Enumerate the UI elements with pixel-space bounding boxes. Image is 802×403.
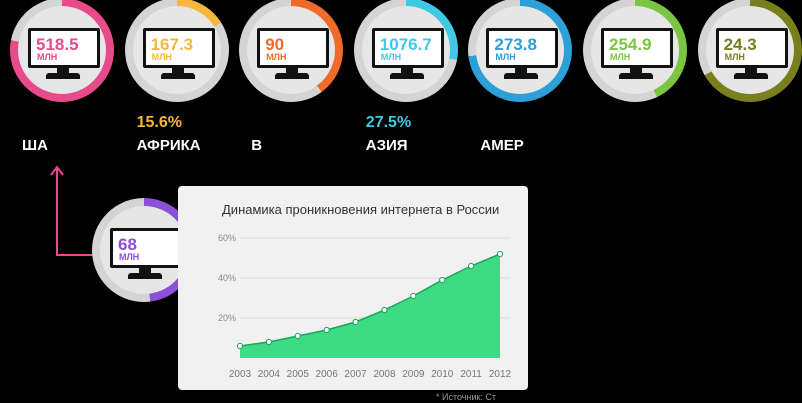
region-name: ША	[22, 137, 48, 154]
chart-title: Динамика проникновения интернета в Росси…	[222, 202, 500, 217]
region-value: 273.8	[494, 35, 537, 54]
russia-value: 68	[118, 235, 137, 254]
y-tick-label: 60%	[218, 233, 236, 243]
y-tick-label: 40%	[218, 273, 236, 283]
monitor-icon: 254.9 МЛН	[601, 28, 673, 80]
data-point	[410, 292, 417, 300]
data-point	[236, 342, 244, 350]
x-tick-label: 2006	[316, 369, 339, 380]
data-point	[323, 326, 330, 334]
x-tick-label: 2010	[431, 369, 454, 380]
area-chart: 20% 40% 60% 2003 2004 2005 2006 2007 2008 2009 201…	[218, 233, 512, 380]
monitor-icon: 167.3 МЛН	[142, 28, 215, 80]
monitor-icon: 273.8 МЛН	[486, 28, 559, 80]
area-series	[240, 254, 500, 358]
region-value: 24.3	[723, 35, 757, 54]
region-unit: МЛН	[495, 52, 516, 62]
connector-arrow	[50, 165, 98, 256]
data-point	[439, 276, 446, 284]
region-value: 90	[265, 35, 285, 54]
region-unit: МЛН	[37, 52, 58, 62]
data-point	[381, 306, 388, 314]
region-value: 254.9	[609, 35, 652, 54]
series-line	[239, 253, 501, 347]
region-name: АЗИЯ	[365, 137, 408, 154]
region-name: АФРИКА	[136, 137, 201, 154]
region-unit: МЛН	[266, 52, 287, 62]
x-tick-label: 2005	[287, 369, 310, 380]
monitor-icon: 24.3 МЛН	[715, 28, 788, 80]
x-tick-label: 2011	[460, 369, 482, 380]
x-tick-label: 2012	[489, 369, 512, 380]
region-unit: МЛН	[380, 52, 402, 62]
data-point	[294, 332, 301, 340]
region-unit: МЛН	[610, 52, 631, 62]
russia-unit: МЛН	[119, 252, 140, 262]
data-point	[352, 318, 359, 326]
y-tick-label: 20%	[218, 313, 236, 323]
x-tick-label: 2009	[402, 369, 425, 380]
regions-row: 518.5 МЛН ША 167.3 МЛН 15.6% АФРИКА 90 М…	[10, 0, 802, 160]
chart-panel: Динамика проникновения интернета в Росси…	[178, 186, 528, 390]
monitor-icon: 1076.7 МЛН	[371, 28, 444, 80]
monitor-icon: 518.5 МЛН	[28, 28, 100, 80]
x-tick-label: 2008	[373, 369, 396, 380]
region-unit: МЛН	[724, 52, 745, 62]
region-value: 167.3	[150, 35, 194, 54]
data-point	[265, 338, 272, 346]
region-name: В	[251, 137, 263, 154]
monitor-icon: 68 МЛН	[110, 228, 182, 280]
monitor-icon: 90 МЛН	[257, 28, 330, 80]
region-value: 518.5	[36, 35, 79, 54]
x-tick-label: 2004	[258, 369, 281, 380]
region-percent: 27.5%	[365, 114, 412, 131]
source-note: * Источник: Ст	[436, 392, 497, 402]
data-point	[468, 262, 475, 270]
region-percent: 15.6%	[136, 114, 182, 131]
region-unit: МЛН	[151, 52, 172, 62]
region-name: АМЕР	[480, 137, 524, 154]
x-tick-label: 2003	[229, 369, 252, 380]
region-value: 1076.7	[379, 35, 432, 54]
x-tick-label: 2007	[344, 369, 367, 380]
data-point	[496, 250, 504, 258]
